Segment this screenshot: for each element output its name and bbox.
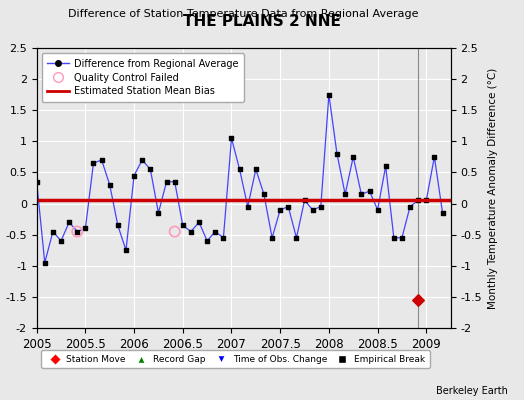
Point: [179, 222, 187, 228]
Point: [398, 234, 406, 241]
Point: [374, 206, 382, 213]
Point: [138, 157, 146, 163]
Point: [381, 163, 390, 170]
Point: [430, 154, 439, 160]
Point: [252, 166, 260, 172]
Point: [105, 182, 114, 188]
Point: [292, 234, 301, 241]
Point: [300, 197, 309, 204]
Point: [162, 178, 171, 185]
Point: [211, 228, 220, 235]
Text: Berkeley Earth: Berkeley Earth: [436, 386, 508, 396]
Point: [276, 206, 285, 213]
Point: [414, 197, 422, 204]
Point: [439, 210, 447, 216]
Point: [349, 154, 357, 160]
Point: [32, 178, 41, 185]
Point: [244, 204, 252, 210]
Point: [325, 92, 333, 98]
Point: [268, 234, 276, 241]
Point: [284, 204, 292, 210]
Point: [81, 225, 90, 232]
Point: [73, 228, 82, 235]
Legend: Station Move, Record Gap, Time of Obs. Change, Empirical Break: Station Move, Record Gap, Time of Obs. C…: [41, 350, 430, 368]
Point: [146, 166, 155, 172]
Point: [65, 219, 73, 226]
Point: [316, 204, 325, 210]
Point: [114, 222, 122, 228]
Point: [89, 160, 97, 166]
Point: [122, 247, 130, 254]
Point: [309, 206, 317, 213]
Point: [49, 228, 57, 235]
Point: [406, 204, 414, 210]
Point: [97, 157, 106, 163]
Point: [414, 297, 422, 303]
Point: [235, 166, 244, 172]
Point: [341, 191, 350, 198]
Point: [390, 234, 398, 241]
Point: [154, 210, 162, 216]
Point: [422, 197, 431, 204]
Point: [187, 228, 195, 235]
Y-axis label: Monthly Temperature Anomaly Difference (°C): Monthly Temperature Anomaly Difference (…: [487, 67, 498, 309]
Point: [130, 172, 138, 179]
Text: THE PLAINS 2 NNE: THE PLAINS 2 NNE: [183, 14, 341, 29]
Point: [203, 238, 211, 244]
Point: [170, 228, 179, 235]
Point: [357, 191, 366, 198]
Point: [57, 238, 65, 244]
Point: [170, 178, 179, 185]
Title: Difference of Station Temperature Data from Regional Average: Difference of Station Temperature Data f…: [69, 10, 419, 20]
Point: [73, 228, 82, 235]
Point: [219, 234, 227, 241]
Point: [195, 219, 203, 226]
Point: [365, 188, 374, 194]
Point: [227, 135, 236, 142]
Point: [40, 260, 49, 266]
Point: [260, 191, 268, 198]
Point: [333, 150, 341, 157]
